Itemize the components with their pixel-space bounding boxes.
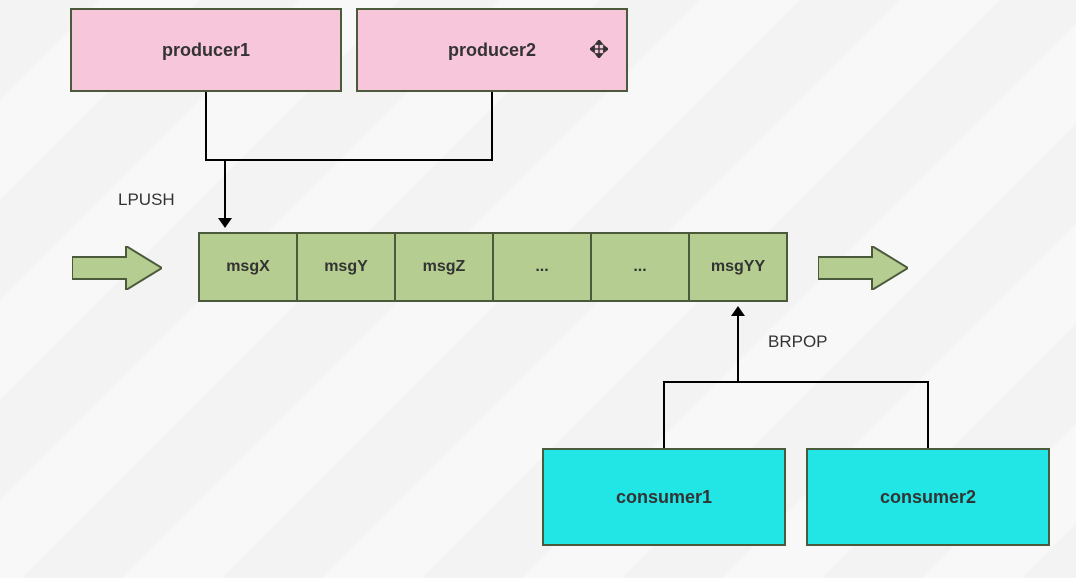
queue-cell-label: ... [535,258,548,276]
queue-cell-label: msgX [226,258,270,276]
flow-arrow-right-icon [818,246,908,290]
consumer-label: consumer2 [880,487,976,508]
queue-cell: msgX [198,232,298,302]
queue-cell: msgY [296,232,396,302]
queue-cell: ... [590,232,690,302]
queue-cell-label: ... [633,258,646,276]
queue-cell-label: msgY [324,258,368,276]
flow-arrow-left-icon [72,246,162,290]
queue-cell: ... [492,232,592,302]
consumer-box: consumer2 [806,448,1050,546]
brpop-label: BRPOP [768,332,828,352]
queue-cell: msgZ [394,232,494,302]
lpush-label: LPUSH [118,190,175,210]
queue-cell: msgYY [688,232,788,302]
consumer-label: consumer1 [616,487,712,508]
producer-label: producer1 [162,40,250,61]
producer-label: producer2 [448,40,536,61]
producer-box: producer2 [356,8,628,92]
consumer-box: consumer1 [542,448,786,546]
queue-cell-label: msgZ [423,258,466,276]
producer-box: producer1 [70,8,342,92]
queue-cell-label: msgYY [711,258,765,276]
